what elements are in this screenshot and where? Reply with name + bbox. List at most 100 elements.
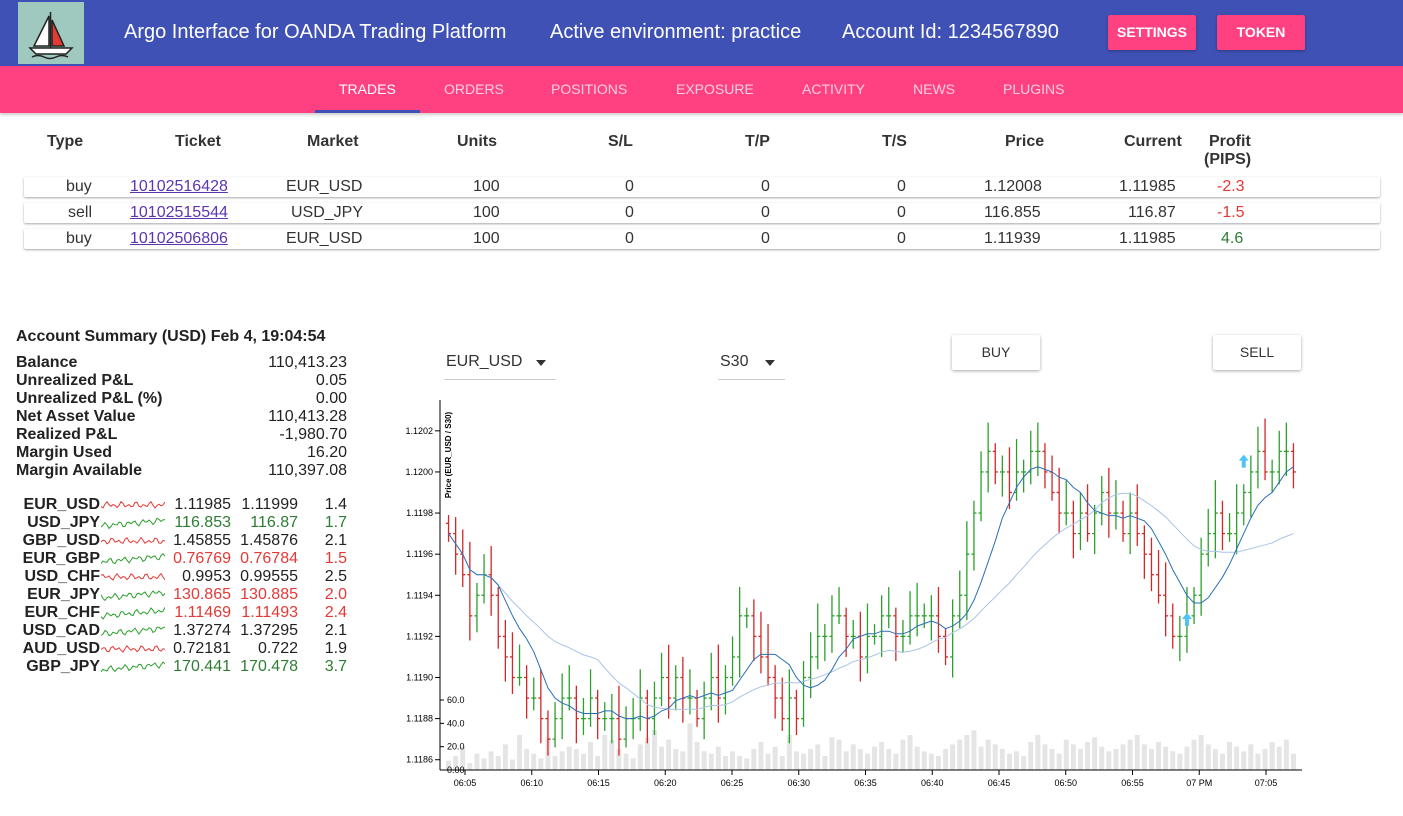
trade-profit: -1.5	[1217, 204, 1245, 221]
volume-bar	[985, 739, 991, 770]
sparkline	[101, 626, 165, 637]
volume-bar	[1177, 753, 1183, 770]
quote-bid: 1.45855	[173, 532, 231, 549]
app-header: Argo Interface for OANDA Trading Platfor…	[0, 0, 1403, 66]
x-tick-label: 06:10	[520, 778, 543, 788]
volume-bar	[758, 742, 764, 770]
trade-ticket-link[interactable]: 10102516428	[130, 178, 228, 195]
trade-tp: 0	[761, 204, 770, 221]
col-current: Current	[1124, 133, 1182, 150]
volume-bar	[1219, 753, 1225, 770]
volume-bar	[1241, 751, 1247, 770]
sell-button[interactable]: SELL	[1213, 335, 1301, 370]
volume-bar	[701, 751, 707, 770]
volume-bar	[1063, 739, 1069, 770]
price-chart[interactable]: 1.1186 1.1188 1.1190 1.1192 1.1194 1.1196 1.11…	[390, 395, 1310, 795]
granularity-select-value: S30	[720, 353, 749, 370]
sparkline	[101, 536, 165, 545]
volume-bar	[1170, 751, 1176, 770]
quote-bid: 116.853	[174, 514, 231, 531]
sparkline	[101, 500, 165, 509]
volume-bar	[1014, 751, 1020, 770]
y-tick-label: 1.1194	[406, 590, 433, 600]
volume-bar	[1056, 753, 1062, 770]
quote-spread: 2.4	[324, 604, 347, 621]
settings-button[interactable]: SETTINGS	[1108, 15, 1196, 50]
y-tick-label: 1.1200	[405, 467, 433, 477]
volume-bar	[822, 756, 828, 770]
col-profit: Profit	[1209, 133, 1251, 150]
volume-bar	[793, 751, 799, 770]
quote-ask: 1.11493	[241, 604, 298, 621]
volume-bar	[914, 746, 920, 770]
trade-units: 100	[473, 230, 500, 247]
volume-bar	[886, 749, 892, 770]
tab-trades[interactable]: TRADES	[339, 81, 396, 97]
volume-bar	[1127, 739, 1133, 770]
summary-label: Balance	[16, 354, 78, 371]
quote-spread: 1.4	[324, 496, 347, 513]
quote-bid: 1.11985	[174, 496, 231, 513]
quote-instrument: EUR_JPY	[27, 586, 100, 603]
instrument-select[interactable]: EUR_USD	[444, 346, 556, 380]
volume-bar	[644, 737, 650, 770]
ma-slow-line	[448, 492, 1294, 710]
x-tick-label: 07 PM	[1186, 778, 1212, 788]
quote-instrument: USD_JPY	[27, 514, 100, 531]
volume-bar	[1163, 746, 1169, 770]
token-button[interactable]: TOKEN	[1217, 15, 1305, 50]
sparkline	[101, 590, 165, 602]
quote-spread: 2.5	[324, 568, 347, 585]
quote-spread: 1.9	[324, 640, 347, 657]
volume-bar	[921, 751, 927, 770]
y-tick-label: 1.1188	[406, 714, 433, 724]
x-tick-label: 06:20	[654, 778, 677, 788]
volume-bar	[502, 744, 508, 770]
active-tab-indicator	[315, 110, 420, 113]
volume-bar	[588, 742, 594, 770]
volume-bar	[935, 756, 941, 770]
tab-orders[interactable]: ORDERS	[444, 81, 504, 97]
quote-bid: 130.865	[173, 586, 231, 603]
col-ts: T/S	[882, 133, 907, 150]
volume-bar	[843, 751, 849, 770]
volume-bar	[1113, 749, 1119, 770]
volume-bar	[687, 723, 693, 770]
quote-spread: 2.1	[324, 532, 347, 549]
trade-ticket-link[interactable]: 10102506806	[130, 230, 228, 247]
col-profit-unit: (PIPS)	[1204, 151, 1252, 168]
tab-positions[interactable]: POSITIONS	[551, 81, 628, 97]
tab-news[interactable]: NEWS	[913, 81, 955, 97]
quote-bid: 0.72181	[173, 640, 231, 657]
volume-bar	[538, 758, 544, 770]
volume-bar	[1227, 742, 1233, 770]
x-tick-label: 06:45	[988, 778, 1011, 788]
trade-sl: 0	[625, 230, 634, 247]
sparkline	[101, 572, 165, 581]
x-tick-label: 06:15	[587, 778, 610, 788]
quote-ask: 1.45876	[240, 532, 298, 549]
volume-bar	[495, 756, 501, 770]
tab-plugins[interactable]: PLUGINS	[1003, 81, 1065, 97]
trade-ticket-link[interactable]: 10102515544	[130, 204, 228, 221]
volume-bar	[637, 744, 643, 770]
tab-activity[interactable]: ACTIVITY	[802, 81, 866, 97]
trade-price: 1.11939	[984, 230, 1041, 247]
volume-bar	[524, 749, 530, 770]
tab-exposure[interactable]: EXPOSURE	[676, 81, 754, 97]
volume-bar	[460, 746, 466, 770]
col-price: Price	[1005, 133, 1045, 150]
volume-bar	[1184, 746, 1190, 770]
summary-value: 16.20	[306, 444, 347, 461]
volume-bar	[907, 735, 913, 770]
sparkline	[101, 552, 165, 565]
col-market: Market	[307, 133, 359, 150]
granularity-select[interactable]: S30	[718, 346, 785, 380]
volume-bar	[779, 756, 785, 770]
sparkline	[101, 644, 165, 653]
trade-sl: 0	[625, 178, 634, 195]
volume-bar	[864, 753, 870, 770]
buy-button[interactable]: BUY	[952, 335, 1040, 370]
quote-instrument: EUR_CHF	[24, 604, 100, 621]
volume-bar	[957, 739, 963, 770]
